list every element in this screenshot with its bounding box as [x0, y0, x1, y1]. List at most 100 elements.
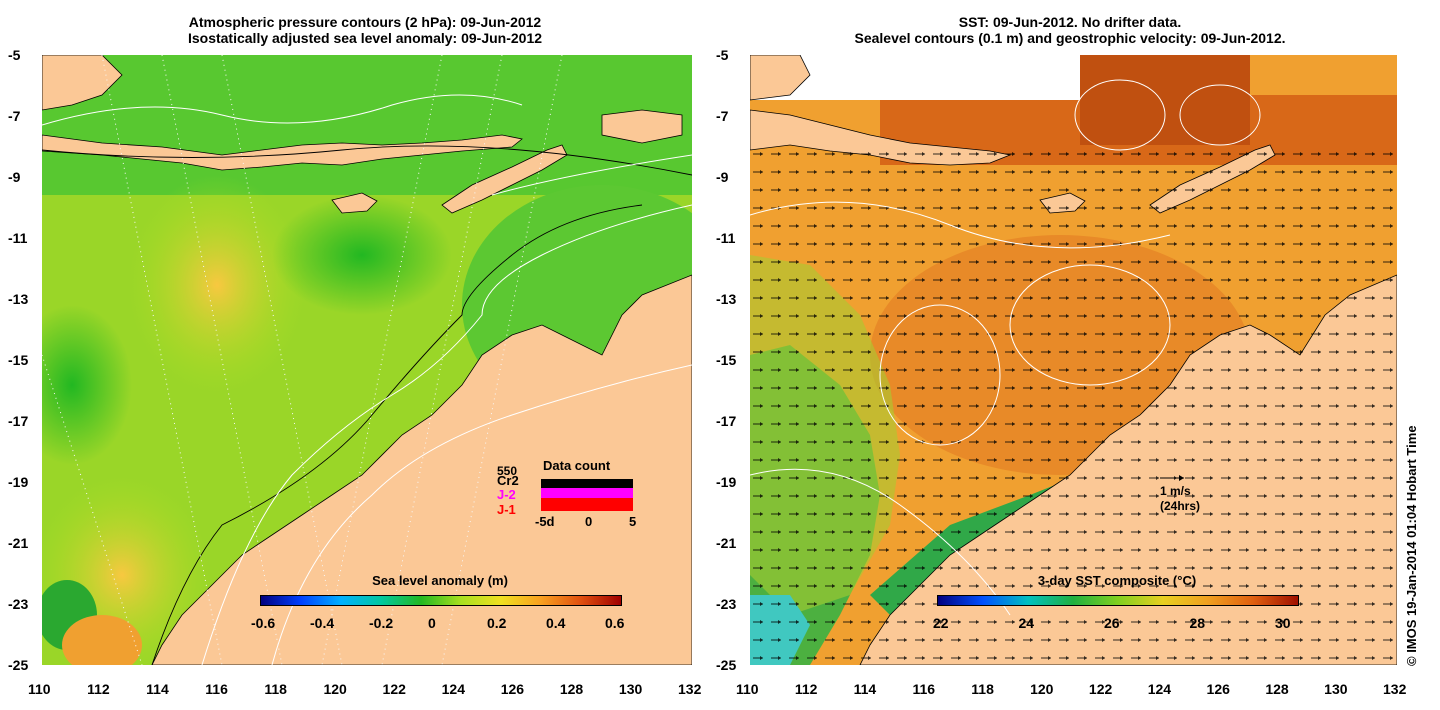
- right-lat-tick: -13: [716, 291, 737, 307]
- left-lon-tick: 114: [146, 681, 169, 697]
- left-lon-tick: 110: [28, 681, 51, 697]
- velocity-scale-arrow: [1160, 475, 1184, 481]
- sla-green-west: [42, 305, 132, 465]
- left-lon-tick: 118: [264, 681, 287, 697]
- left-lat-tick: -19: [8, 474, 29, 490]
- left-colorbar: [260, 595, 622, 606]
- left-title: Atmospheric pressure contours (2 hPa): 0…: [150, 14, 580, 46]
- right-colorbar-tick: 22: [933, 615, 949, 631]
- lesser-sunda-islands: [42, 134, 523, 171]
- right-colorbar-tick: 30: [1275, 615, 1291, 631]
- left-lat-tick: -25: [8, 657, 29, 673]
- data-count-sat-j2: J-2: [497, 487, 516, 502]
- right-lat-tick: -7: [716, 108, 729, 124]
- right-lon-tick: 116: [912, 681, 936, 697]
- right-lon-tick: 124: [1147, 681, 1172, 697]
- sst-hot-strip: [1080, 55, 1250, 145]
- left-lon-tick: 128: [559, 681, 584, 697]
- left-lat-tick: -17: [8, 413, 29, 429]
- left-lon-tick: 112: [87, 681, 110, 697]
- left-title-line2: Isostatically adjusted sea level anomaly…: [187, 30, 543, 46]
- left-map-svg: [42, 55, 692, 665]
- right-lat-tick: -5: [716, 47, 729, 63]
- pressure-contour-2: [151, 204, 643, 665]
- data-count-x-tick-mid: 0: [585, 514, 593, 529]
- left-lon-tick: 120: [323, 681, 347, 697]
- isobath-2: [271, 364, 692, 665]
- right-lon-tick: 130: [1324, 681, 1348, 697]
- right-lon-tick: 128: [1265, 681, 1289, 697]
- flores-island: [601, 109, 683, 144]
- velocity-scale-label: 1 m/s: [1160, 484, 1191, 498]
- right-map: [750, 55, 1397, 665]
- left-lon-tick: 132: [678, 681, 702, 697]
- left-lon-tick: 130: [618, 681, 643, 697]
- data-count-sat-cr2: Cr2: [497, 473, 519, 488]
- left-lat-tick: -5: [8, 47, 21, 63]
- data-count-x-tick-right: 5: [629, 514, 637, 529]
- left-lat-tick: -15: [8, 352, 29, 368]
- right-map-svg: [750, 55, 1397, 665]
- right-lat-tick: -25: [716, 657, 737, 673]
- data-count-title: Data count: [543, 458, 611, 473]
- right-lat-tick: -17: [716, 413, 737, 429]
- isobath-1: [201, 154, 692, 665]
- right-lat-tick: -23: [716, 596, 737, 612]
- sealevel-contours: [750, 79, 1261, 616]
- left-lat-tick: -13: [8, 291, 29, 307]
- left-lat-tick: -11: [8, 230, 28, 246]
- sla-green-mid: [272, 195, 452, 315]
- left-colorbar-tick: 0: [428, 615, 436, 631]
- right-lon-tick: 118: [971, 681, 994, 697]
- data-count-bars: [541, 479, 633, 511]
- right-lon-tick: 110: [736, 681, 759, 697]
- data-count-x-tick-left: -5d: [535, 514, 555, 529]
- left-colorbar-tick: 0.6: [605, 615, 625, 631]
- left-lon-tick: 122: [382, 681, 406, 697]
- data-count-max: 550: [497, 464, 518, 478]
- right-colorbar-label: 3-day SST composite (°C): [1037, 573, 1197, 588]
- right-lon-tick: 132: [1383, 681, 1407, 697]
- right-lon-tick: 120: [1030, 681, 1054, 697]
- right-lon-tick: 114: [853, 681, 877, 697]
- left-colorbar-tick: 0.4: [546, 615, 566, 631]
- left-lat-tick: -23: [8, 596, 29, 612]
- right-colorbar-tick: 24: [1018, 615, 1035, 631]
- left-colorbar-tick: -0.2: [369, 615, 394, 631]
- java-island-right: [750, 55, 811, 101]
- isobath-3: [42, 94, 523, 126]
- sla-orange-spot: [62, 615, 142, 665]
- velocity-arrows: [750, 145, 1397, 665]
- right-lat-tick: -19: [716, 474, 737, 490]
- left-lon-tick: 116: [205, 681, 228, 697]
- right-title-line2: Sealevel contours (0.1 m) and geostrophi…: [854, 30, 1286, 46]
- left-colorbar-label: Sea level anomaly (m): [372, 573, 508, 588]
- left-lat-tick: -7: [8, 108, 21, 124]
- right-lat-tick: -21: [716, 535, 737, 551]
- australia-land: [151, 274, 692, 665]
- credit-text: © IMOS 19-Jan-2014 01:04 Hobart Time: [1404, 425, 1419, 666]
- java-island: [42, 55, 123, 111]
- data-count-inset: 550 Data count Cr2 J-2 J-1 -5d 0 5: [495, 458, 645, 533]
- sla-yellow-blob: [127, 175, 307, 395]
- left-lon-tick: 126: [500, 681, 525, 697]
- sla-green-north: [42, 55, 692, 195]
- right-title: SST: 09-Jun-2012. No drifter data. Seale…: [800, 14, 1340, 46]
- right-colorbar-tick: 26: [1104, 615, 1120, 631]
- right-lon-tick: 112: [794, 681, 818, 697]
- right-colorbar-tick: 28: [1189, 615, 1206, 631]
- pressure-contour-1: [42, 145, 692, 176]
- data-count-sat-j1: J-1: [497, 502, 516, 517]
- right-lat-tick: -9: [716, 169, 729, 185]
- left-map: [42, 55, 692, 665]
- left-lat-tick: -9: [8, 169, 21, 185]
- right-title-line1: SST: 09-Jun-2012. No drifter data.: [958, 14, 1182, 30]
- right-lat-tick: -15: [716, 352, 737, 368]
- right-lon-tick: 126: [1206, 681, 1230, 697]
- left-colorbar-tick: -0.6: [251, 615, 276, 631]
- sumba-island: [331, 192, 378, 214]
- left-lon-tick: 124: [441, 681, 465, 697]
- left-title-line1: Atmospheric pressure contours (2 hPa): 0…: [188, 14, 542, 30]
- right-colorbar: [937, 595, 1299, 606]
- left-lat-tick: -21: [8, 535, 29, 551]
